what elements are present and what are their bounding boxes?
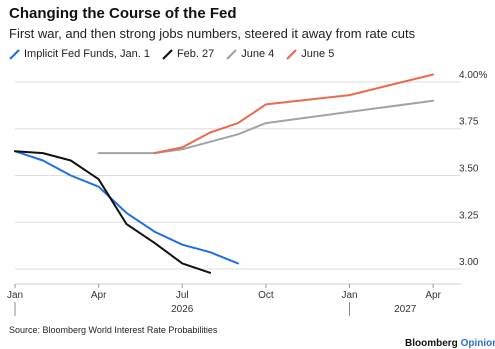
legend-label: Implicit Fed Funds, Jan. 1 bbox=[24, 48, 150, 60]
chart-plot: 3.00 3.25 3.50 3.75 4.00% Jan Apr Jul Oct Jan Apr 2… bbox=[7, 70, 487, 316]
y-tick-label: 3.00 bbox=[459, 257, 479, 268]
x-tick-label: Oct bbox=[258, 290, 274, 301]
x-tick-label: Jul bbox=[176, 290, 189, 301]
brand-logo: Bloomberg Opinion bbox=[405, 338, 495, 349]
series-line-1 bbox=[14, 150, 239, 265]
legend-label: June 4 bbox=[241, 48, 275, 60]
legend-swatch-line bbox=[286, 48, 298, 60]
y-tick-label: 3.25 bbox=[459, 210, 479, 221]
legend-swatch bbox=[162, 48, 173, 60]
x-tick-label: Apr bbox=[425, 290, 441, 301]
chart-title: Changing the Course of the Fed bbox=[9, 5, 237, 22]
year-label: 2027 bbox=[394, 304, 417, 315]
brand-accent: Opinion bbox=[460, 338, 495, 349]
legend-label: Feb. 27 bbox=[176, 48, 215, 60]
legend-swatch bbox=[286, 48, 298, 60]
legend-swatch-line bbox=[226, 48, 238, 60]
legend-label: June 5 bbox=[301, 48, 335, 60]
source-note: Source: Bloomberg World Interest Rate Pr… bbox=[9, 325, 218, 335]
legend-item-1: Implicit Fed Funds, Jan. 1 bbox=[9, 48, 150, 60]
chart-subtitle: First war, and then strong jobs numbers,… bbox=[9, 26, 416, 41]
x-tick-label: Jan bbox=[7, 290, 23, 301]
legend-item-2: Feb. 27 bbox=[162, 48, 214, 60]
y-tick-label: 3.75 bbox=[459, 117, 479, 128]
y-tick-label: 4.00% bbox=[459, 70, 487, 81]
x-tick-label: Jan bbox=[341, 290, 357, 301]
series-line-4 bbox=[153, 73, 435, 155]
x-tick-label: Apr bbox=[91, 290, 107, 301]
brand-main: Bloomberg bbox=[405, 338, 458, 349]
legend-swatch-line bbox=[9, 48, 20, 60]
y-tick-label: 3.50 bbox=[459, 164, 479, 175]
legend-item-3: June 4 bbox=[226, 48, 274, 60]
legend-swatch bbox=[226, 48, 238, 60]
year-label: 2026 bbox=[171, 304, 194, 315]
series-line-2 bbox=[14, 150, 212, 274]
chart-legend: Implicit Fed Funds, Jan. 1 Feb. 27 June 4 J… bbox=[9, 46, 346, 62]
legend-swatch-line bbox=[162, 48, 173, 60]
legend-item-4: June 5 bbox=[286, 48, 334, 60]
legend-swatch bbox=[9, 48, 20, 60]
series-line-3 bbox=[97, 99, 435, 155]
